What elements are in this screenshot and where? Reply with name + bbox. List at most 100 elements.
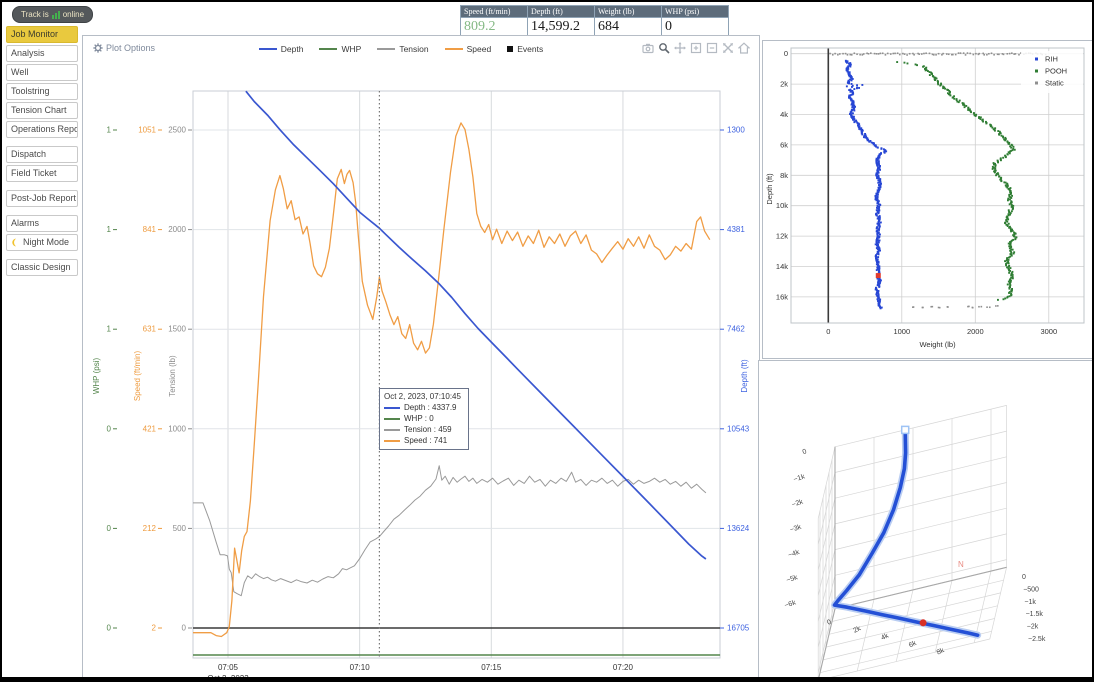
svg-text:−3k: −3k	[789, 524, 803, 534]
svg-text:0: 0	[107, 524, 112, 533]
sidebar-item-label: Dispatch	[11, 149, 47, 159]
sidebar-item-analysis[interactable]: Analysis	[6, 45, 78, 62]
scatter-legend-item-pooh[interactable]: POOH	[1035, 67, 1067, 76]
svg-text:Depth (ft): Depth (ft)	[765, 173, 774, 205]
readout-header-weight: Weight (lb)	[594, 5, 662, 18]
legend-item-whp[interactable]: WHP	[319, 44, 361, 54]
sidebar-item-well[interactable]: Well	[6, 64, 78, 81]
legend-item-tension[interactable]: Tension	[377, 44, 429, 54]
sidebar-item-post-job-report[interactable]: Post-Job Report	[6, 190, 78, 207]
sidebar-item-label: Classic Design	[11, 262, 71, 272]
svg-text:2000: 2000	[168, 225, 186, 234]
status-badge[interactable]: Track is online	[12, 6, 94, 23]
svg-text:4k: 4k	[780, 110, 788, 119]
trajectory-3d-panel: 0 2k 4k 6k 8k 0 −500 −1k −1.5k −2k −2.5k 0 −1k −2k −3k…	[758, 360, 1093, 681]
svg-text:2: 2	[152, 624, 157, 633]
autoscale-button[interactable]	[721, 41, 735, 55]
readout-value-whp: 0	[661, 17, 729, 36]
scatter-legend-item-static[interactable]: Static	[1035, 79, 1064, 88]
home-button[interactable]	[737, 41, 751, 55]
svg-text:14k: 14k	[776, 262, 788, 271]
sidebar-item-label: Operations Report	[11, 124, 78, 134]
legend-label: WHP	[341, 44, 362, 54]
chart-tooltip: Oct 2, 2023, 07:10:45 Depth : 4337.9 WHP :…	[379, 388, 469, 450]
svg-text:16k: 16k	[776, 292, 788, 301]
sidebar-group: Classic Design	[6, 259, 78, 276]
readout-header-whp: WHP (psi)	[661, 5, 729, 18]
svg-text:07:05: 07:05	[218, 663, 239, 672]
readout-value-depth: 14,599.2	[527, 17, 595, 36]
svg-text:Oct 2, 2023: Oct 2, 2023	[207, 674, 249, 681]
weight-depth-chart[interactable]: 0 2k 4k 6k 8k 10k 12k 14k 16k 0 1000 2000 3000 Weight…	[763, 41, 1093, 358]
tooltip-series-swatch	[384, 428, 400, 431]
tooltip-series-value: Depth : 4337.9	[404, 403, 457, 412]
legend-line-swatch	[377, 48, 396, 50]
legend-item-events[interactable]: Events	[507, 44, 543, 54]
svg-text:12k: 12k	[776, 232, 788, 241]
sidebar-item-tension-chart[interactable]: Tension Chart	[6, 102, 78, 119]
sidebar-item-dispatch[interactable]: Dispatch	[6, 146, 78, 163]
pan-button[interactable]	[673, 41, 687, 55]
svg-text:RIH: RIH	[1045, 55, 1058, 64]
tooltip-series-value: Speed : 741	[404, 436, 448, 445]
current-position-3d-marker	[919, 619, 927, 627]
sidebar-item-label: Analysis	[11, 48, 45, 58]
svg-text:Weight (lb): Weight (lb)	[919, 340, 956, 349]
svg-text:1000: 1000	[168, 424, 186, 433]
legend-line-swatch	[319, 48, 338, 50]
sidebar-item-toolstring[interactable]: Toolstring	[6, 83, 78, 100]
tooltip-row-whp: WHP : 0	[384, 414, 461, 423]
svg-text:−6k: −6k	[784, 599, 798, 609]
svg-text:07:15: 07:15	[481, 663, 502, 672]
svg-text:8k: 8k	[936, 647, 946, 657]
svg-text:2500: 2500	[168, 126, 186, 135]
camera-button[interactable]	[641, 41, 655, 55]
sidebar-item-field-ticket[interactable]: Field Ticket	[6, 165, 78, 182]
readout-value-speed: 809.2	[460, 17, 528, 36]
svg-text:Speed (ft/min): Speed (ft/min)	[133, 351, 142, 402]
zoom-in-button[interactable]	[689, 41, 703, 55]
tooltip-series-swatch	[384, 417, 400, 420]
legend-label: Depth	[280, 44, 304, 54]
svg-text:−1k: −1k	[1024, 599, 1036, 606]
sidebar-item-label: Alarms	[11, 218, 40, 228]
svg-text:1500: 1500	[168, 325, 186, 334]
sidebar-item-night-mode[interactable]: Night Mode	[6, 234, 78, 251]
sidebar-item-classic-design[interactable]: Classic Design	[6, 259, 78, 276]
home-icon	[738, 42, 750, 54]
zoom-out-icon	[706, 42, 718, 54]
svg-text:3000: 3000	[1040, 327, 1057, 336]
scatter-legend-item-rih[interactable]: RIH	[1035, 55, 1058, 64]
chart-legend: Depth WHP Tension Speed Events	[153, 44, 649, 54]
svg-text:−2.5k: −2.5k	[1028, 636, 1046, 643]
svg-text:0: 0	[182, 624, 187, 633]
legend-label: Speed	[466, 44, 492, 54]
main-timeseries-chart[interactable]: 1110001051841631421212225002000150010005…	[83, 36, 759, 681]
svg-text:Static: Static	[1045, 79, 1064, 88]
plot-options-button[interactable]: Plot Options	[93, 43, 155, 53]
plot-toolbar	[641, 41, 751, 55]
svg-text:1051: 1051	[138, 126, 156, 135]
sidebar-group: Job Monitor Analysis Well Toolstring Tension…	[6, 26, 78, 138]
zoom-icon	[659, 43, 670, 54]
svg-text:1: 1	[107, 225, 112, 234]
tooltip-row-depth: Depth : 4337.9	[384, 403, 461, 412]
sidebar-item-job-monitor[interactable]: Job Monitor	[6, 26, 78, 43]
svg-text:7462: 7462	[727, 325, 745, 334]
svg-text:0: 0	[784, 49, 788, 58]
sidebar-item-operations-report[interactable]: Operations Report	[6, 121, 78, 138]
legend-item-speed[interactable]: Speed	[444, 44, 492, 54]
tooltip-series-swatch	[384, 439, 400, 442]
svg-text:13624: 13624	[727, 524, 750, 533]
legend-label: Tension	[399, 44, 429, 54]
sidebar-item-label: Night Mode	[23, 237, 70, 247]
readout-table: Speed (ft/min) Depth (ft) Weight (lb) WH…	[460, 5, 729, 36]
trajectory-3d-chart[interactable]: 0 2k 4k 6k 8k 0 −500 −1k −1.5k −2k −2.5k 0 −1k −2k −3k…	[759, 361, 1093, 681]
moon-icon	[12, 238, 17, 247]
sidebar-item-alarms[interactable]: Alarms	[6, 215, 78, 232]
zoom-button[interactable]	[657, 41, 671, 55]
legend-item-depth[interactable]: Depth	[258, 44, 304, 54]
status-badge-prefix: Track is	[21, 10, 49, 19]
zoom-out-button[interactable]	[705, 41, 719, 55]
